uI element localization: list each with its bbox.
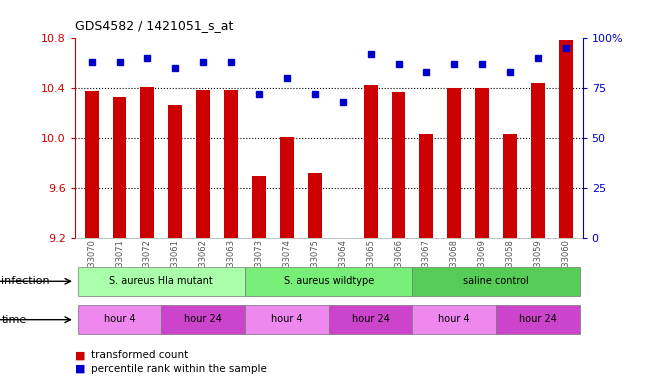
Text: infection: infection: [1, 276, 50, 286]
Bar: [413, 305, 496, 334]
Bar: [419, 134, 434, 238]
Bar: [245, 305, 329, 334]
Text: hour 24: hour 24: [352, 314, 389, 324]
Text: hour 24: hour 24: [184, 314, 222, 324]
Bar: [245, 266, 413, 296]
Text: GDS4582 / 1421051_s_at: GDS4582 / 1421051_s_at: [75, 19, 233, 32]
Bar: [447, 88, 462, 238]
Text: hour 4: hour 4: [104, 314, 135, 324]
Bar: [329, 305, 413, 334]
Text: hour 4: hour 4: [271, 314, 303, 324]
Bar: [113, 97, 126, 238]
Bar: [364, 84, 378, 238]
Bar: [161, 305, 245, 334]
Bar: [252, 176, 266, 238]
Text: transformed count: transformed count: [91, 350, 188, 360]
Bar: [169, 104, 182, 238]
Bar: [77, 305, 161, 334]
Bar: [77, 266, 245, 296]
Text: hour 24: hour 24: [519, 314, 557, 324]
Text: S. aureus Hla mutant: S. aureus Hla mutant: [109, 276, 214, 286]
Bar: [531, 83, 545, 238]
Text: percentile rank within the sample: percentile rank within the sample: [91, 364, 267, 374]
Bar: [503, 134, 517, 238]
Text: ■: ■: [75, 364, 85, 374]
Bar: [413, 266, 580, 296]
Text: S. aureus wildtype: S. aureus wildtype: [284, 276, 374, 286]
Bar: [496, 305, 580, 334]
Bar: [85, 91, 98, 238]
Bar: [391, 92, 406, 238]
Text: saline control: saline control: [464, 276, 529, 286]
Text: ■: ■: [75, 350, 85, 360]
Text: time: time: [1, 314, 27, 325]
Bar: [141, 87, 154, 238]
Text: hour 4: hour 4: [439, 314, 470, 324]
Bar: [559, 40, 573, 238]
Bar: [280, 137, 294, 238]
Bar: [224, 89, 238, 238]
Bar: [196, 89, 210, 238]
Bar: [308, 173, 322, 238]
Bar: [475, 88, 489, 238]
